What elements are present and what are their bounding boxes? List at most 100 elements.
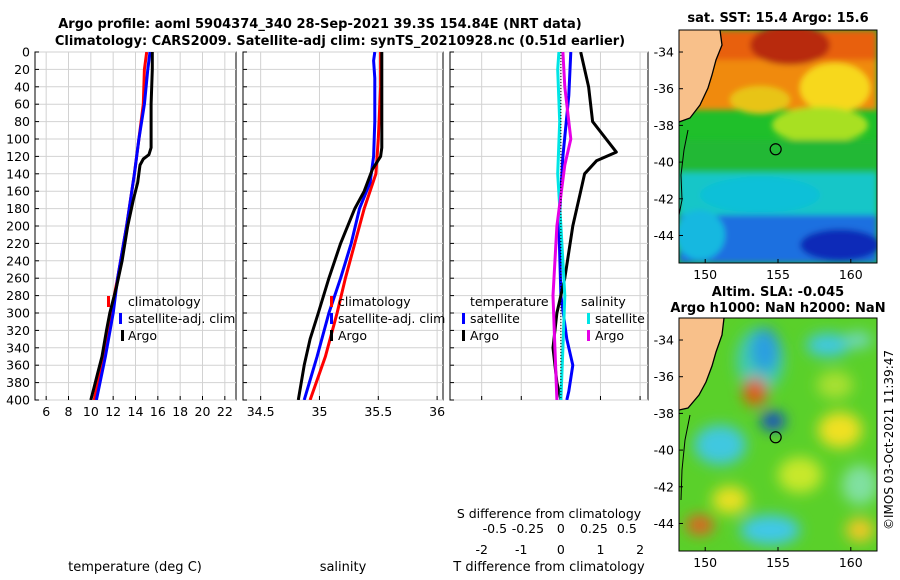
sla-map-title-line-2: Argo h1000: NaN h2000: NaN [670, 301, 885, 316]
y-tick-label: 140 [6, 166, 30, 181]
x-tick-label: 0 [557, 542, 565, 557]
difference-grid [450, 51, 648, 401]
legend-swatch-s-argo [587, 330, 590, 341]
series-t-argo [551, 52, 618, 400]
y-tick-label: 20 [14, 62, 30, 77]
sla-map-title-line-1: Altim. SLA: -0.045 [712, 285, 844, 300]
y-tick-label: -38 [654, 406, 674, 421]
y-tick-label: 220 [6, 236, 30, 251]
y-tick-label: -34 [654, 333, 674, 348]
y-tick-label: 160 [6, 184, 30, 199]
x-tick-label: 35 [312, 404, 328, 419]
legend-label-argo: Argo [338, 328, 367, 343]
y-tick-label: -38 [654, 118, 674, 133]
y-tick-label: -40 [654, 443, 674, 458]
sst-map-panel: sat. SST: 15.4 Argo: 15.6 [654, 11, 878, 282]
series-satellite-adj-clim [94, 52, 152, 400]
difference-series [551, 52, 618, 400]
y-tick-label: 0 [22, 45, 30, 60]
y-tick-label: 80 [14, 114, 30, 129]
temperature-panel: 6 8 10 12 14 16 18 20 22020406080100120140160180… [6, 45, 237, 575]
x-tick-label: 155 [766, 267, 790, 282]
y-tick-label: 100 [6, 132, 30, 147]
legend-swatch-climatology [107, 296, 110, 307]
sst-map-ticks: 150 155 160 -34 -36 -38 -40 -42 -44 [654, 45, 863, 282]
x-tick-label: 34.5 [247, 404, 275, 419]
sla-map-image [679, 318, 877, 551]
y-tick-label: 240 [6, 253, 30, 268]
difference-legend: temperature satellite Argo salinity sate… [462, 294, 645, 343]
x-tick-label: 35.5 [364, 404, 392, 419]
y-tick-label: -34 [654, 45, 674, 60]
y-tick-label: 40 [14, 79, 30, 94]
legend-label-climatology: climatology [338, 294, 411, 309]
y-tick-label: 120 [6, 149, 30, 164]
x-tick-label: 2 [636, 542, 644, 557]
salinity-panel: 34.5 35 35.5 36 climatology satellite-adj. … [242, 51, 445, 575]
top-x-tick-label: 0.25 [580, 521, 608, 536]
sst-map-image [679, 30, 877, 263]
legend-title-temperature: temperature [470, 294, 549, 309]
x-tick-label: 160 [839, 555, 863, 570]
temperature-series [89, 52, 154, 400]
legend-label-climatology: climatology [128, 294, 201, 309]
legend-swatch-t-argo [462, 330, 465, 341]
imos-credit: ©IMOS 03-Oct-2021 11:39:47 [882, 350, 896, 530]
series-argo [89, 52, 154, 400]
top-x-tick-label: -0.5 [483, 521, 507, 536]
legend-label-s-satellite: satellite [595, 311, 645, 326]
legend-swatch-satellite [119, 313, 122, 324]
series-argo [296, 52, 384, 400]
legend-label-satellite: satellite-adj. clim [338, 311, 445, 326]
temperature-ticks: 6 8 10 12 14 16 18 20 22020406080100120140160180… [6, 45, 233, 420]
legend-swatch-argo [121, 330, 124, 341]
temperature-grid [35, 51, 236, 401]
y-tick-label: -36 [654, 81, 674, 96]
x-tick-label: 10 [83, 404, 99, 419]
y-tick-label: 300 [6, 306, 30, 321]
legend-label-satellite: satellite-adj. clim [128, 311, 235, 326]
salinity-xlabel: salinity [320, 560, 367, 575]
sla-map-ticks: 150 155 160 -34 -36 -38 -40 -42 -44 [654, 333, 863, 570]
y-tick-label: 200 [6, 219, 30, 234]
figure-title-line-1: Argo profile: aoml 5904374_340 28-Sep-20… [58, 17, 582, 32]
y-tick-label: 360 [6, 358, 30, 373]
legend-label-s-argo: Argo [595, 328, 624, 343]
top-x-tick-label: 0.5 [617, 521, 637, 536]
top-x-tick-label: 0 [557, 521, 565, 536]
x-tick-label: 150 [693, 267, 717, 282]
legend-swatch-t-satellite [462, 313, 465, 324]
y-tick-label: 380 [6, 375, 30, 390]
y-tick-label: 340 [6, 340, 30, 355]
difference-xlabel: T difference from climatology [452, 560, 645, 575]
legend-swatch-satellite [330, 313, 333, 324]
y-tick-label: -42 [654, 479, 674, 494]
y-tick-label: 60 [14, 97, 30, 112]
y-tick-label: -44 [654, 228, 674, 243]
sst-map-title: sat. SST: 15.4 Argo: 15.6 [687, 11, 868, 26]
difference-top-xlabel: S difference from climatology [457, 506, 642, 521]
legend-label-t-satellite: satellite [470, 311, 520, 326]
figure-title-line-2: Climatology: CARS2009. Satellite-adj cli… [55, 34, 625, 49]
x-tick-label: 36 [429, 404, 445, 419]
x-tick-label: 12 [105, 404, 121, 419]
x-tick-label: 8 [65, 404, 73, 419]
y-tick-label: 280 [6, 288, 30, 303]
salinity-grid [243, 51, 443, 401]
x-tick-label: -2 [475, 542, 487, 557]
series-satellite-adj-clim [302, 52, 377, 400]
y-tick-label: -40 [654, 155, 674, 170]
difference-ticks: -2 -1 0 1 2 [450, 51, 644, 557]
x-tick-label: 6 [42, 404, 50, 419]
legend-swatch-climatology [330, 296, 333, 307]
temperature-xlabel: temperature (deg C) [68, 560, 202, 575]
legend-label-argo: Argo [128, 328, 157, 343]
salinity-legend: climatology satellite-adj. clim Argo [330, 294, 445, 343]
x-tick-label: 16 [150, 404, 166, 419]
sla-map-panel: Altim. SLA: -0.045 Argo h1000: NaN h2000… [654, 285, 886, 570]
x-tick-label: 155 [766, 555, 790, 570]
legend-label-t-argo: Argo [470, 328, 499, 343]
legend-swatch-s-satellite [587, 313, 590, 324]
y-tick-label: -36 [654, 369, 674, 384]
